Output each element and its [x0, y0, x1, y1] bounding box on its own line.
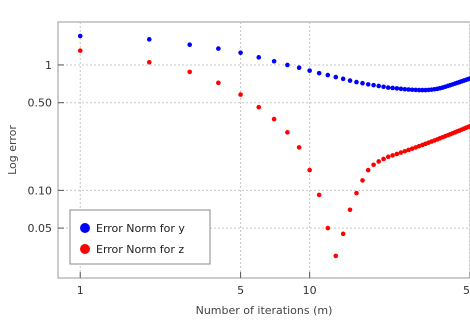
ticks: 1 5 10 50 1 0.50 0.10 0.05 [28, 59, 470, 297]
y-tick-label: 0.10 [28, 184, 53, 197]
legend-marker-y [80, 223, 90, 233]
data-point [187, 42, 192, 48]
data-point [360, 178, 365, 183]
data-point [316, 192, 322, 198]
data-points [77, 33, 470, 259]
data-point [467, 76, 470, 81]
data-point [376, 83, 382, 89]
data-point [146, 37, 152, 42]
y-tick-label: 0.05 [28, 222, 53, 235]
data-point [390, 85, 395, 91]
data-point [354, 190, 359, 196]
data-point [371, 82, 376, 88]
data-point [146, 59, 152, 65]
data-point [398, 150, 404, 155]
data-point [340, 76, 346, 82]
data-point [256, 55, 262, 60]
data-point [360, 80, 365, 86]
legend-label-y: Error Norm for y [96, 222, 185, 235]
data-point [271, 58, 277, 64]
data-point [420, 87, 425, 93]
data-point [307, 167, 312, 173]
legend-label-z: Error Norm for z [96, 243, 184, 256]
data-point [296, 145, 302, 150]
data-point [385, 154, 391, 160]
data-point [381, 84, 386, 90]
data-point [371, 162, 376, 168]
data-point [316, 70, 322, 76]
data-point [77, 48, 83, 53]
data-point [307, 68, 312, 73]
data-point [216, 46, 221, 51]
data-point [402, 86, 408, 92]
data-point [406, 87, 411, 92]
data-point [238, 92, 243, 97]
data-point [402, 148, 408, 154]
data-point [354, 79, 359, 85]
data-point [271, 116, 277, 122]
x-tick-label: 10 [303, 284, 317, 297]
data-point [333, 74, 339, 80]
series-1 [77, 48, 470, 259]
data-point [394, 151, 400, 157]
data-point [216, 80, 221, 86]
data-point [340, 231, 346, 237]
data-point [238, 50, 243, 56]
data-point [416, 87, 422, 93]
data-point [365, 167, 371, 173]
plot-frame [57, 21, 470, 279]
legend: Error Norm for y Error Norm for z [69, 209, 211, 265]
data-point [467, 123, 470, 129]
data-point [285, 62, 290, 68]
data-point [385, 85, 391, 90]
data-point [394, 86, 400, 91]
x-tick-label: 50 [463, 284, 470, 297]
data-point [333, 253, 339, 259]
data-point [325, 225, 331, 231]
legend-box [69, 209, 211, 265]
legend-marker-z [80, 244, 90, 254]
data-point [347, 207, 353, 213]
data-point [296, 65, 302, 71]
data-point [365, 82, 371, 87]
y-tick-label: 1 [45, 59, 52, 72]
x-tick-label: 1 [77, 284, 84, 297]
y-tick-label: 0.50 [28, 97, 53, 110]
y-axis-title: Log error [6, 125, 19, 175]
data-point [406, 147, 411, 153]
data-point [325, 72, 331, 78]
data-point [390, 153, 395, 158]
x-tick-label: 5 [237, 284, 244, 297]
data-point [398, 86, 404, 92]
data-point [77, 33, 83, 39]
data-point [409, 87, 415, 93]
data-point [413, 87, 419, 93]
data-point [187, 69, 192, 75]
data-point [256, 104, 262, 110]
data-point [285, 130, 290, 135]
data-point [376, 159, 382, 164]
data-point [409, 146, 415, 151]
x-axis-title: Number of iterations (m) [196, 304, 333, 317]
data-point [381, 156, 386, 162]
data-point [347, 78, 353, 83]
series-0 [77, 33, 470, 93]
